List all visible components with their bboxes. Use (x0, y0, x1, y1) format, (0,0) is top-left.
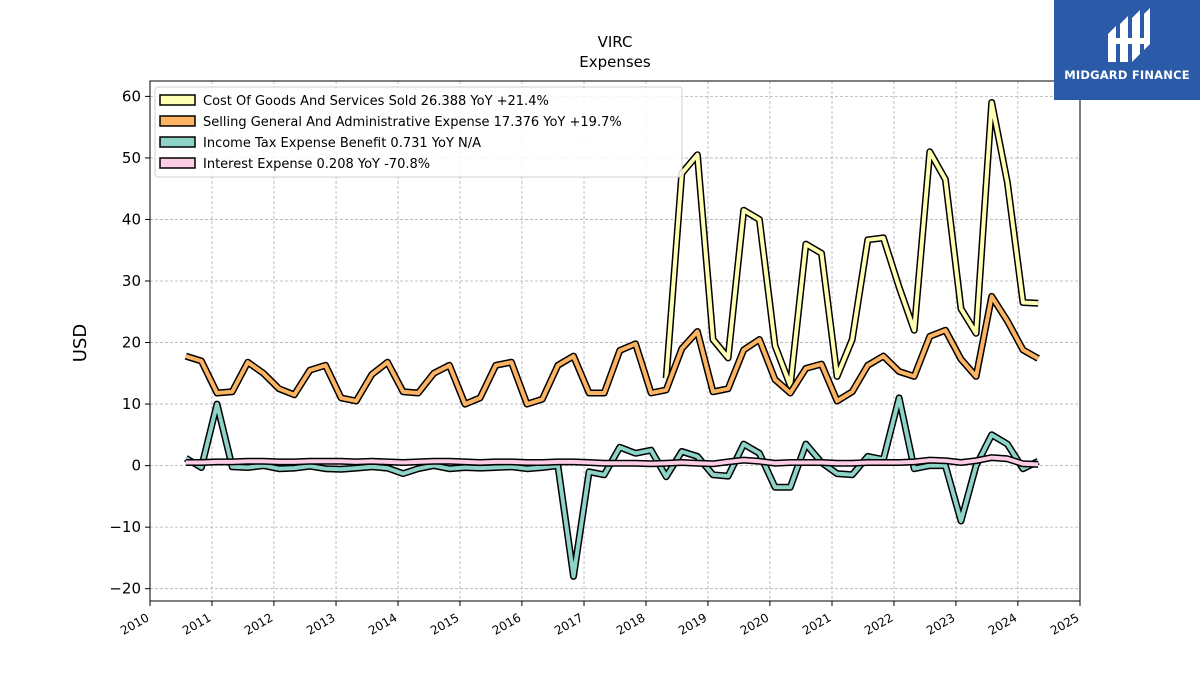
y-tick-label: 20 (122, 334, 141, 352)
legend-label: Interest Expense 0.208 YoY -70.8% (203, 157, 430, 172)
series-line (184, 395, 1040, 579)
series-layer (184, 99, 1040, 580)
y-tick-label: −10 (109, 518, 141, 536)
legend-label: Cost Of Goods And Services Sold 26.388 Y… (203, 94, 549, 109)
series-line (664, 100, 1039, 388)
series-line (185, 455, 1039, 467)
x-tick-label: 2022 (862, 610, 895, 637)
legend-label: Income Tax Expense Benefit 0.731 YoY N/A (203, 136, 481, 151)
y-axis: −20 −10 0 10 20 30 40 50 60 (109, 87, 150, 598)
legend-box (154, 86, 683, 178)
plot-frame (149, 80, 1081, 602)
x-axis: 2010 2011 2012 2013 2014 2015 2016 2017 2018 2019… (118, 601, 1082, 638)
brand-logo: MIDGARD FINANCE (1054, 0, 1200, 100)
x-tick-label: 2012 (242, 610, 275, 637)
series-0 (662, 99, 1039, 390)
y-tick-label: 30 (122, 272, 141, 290)
series-line-outline (184, 394, 1040, 580)
legend-swatch (159, 157, 196, 169)
brand-name: MIDGARD FINANCE (1064, 68, 1190, 82)
legend-swatch (159, 136, 196, 148)
y-tick-label: −20 (109, 580, 141, 598)
x-tick-label: 2015 (428, 610, 461, 637)
legend-swatch (159, 115, 196, 127)
y-tick-label: 50 (122, 149, 141, 167)
chart-title: VIRC (598, 33, 633, 51)
x-tick-label: 2014 (366, 610, 399, 637)
y-tick-label: 60 (122, 87, 141, 105)
logo-mark-icon (1108, 8, 1150, 62)
x-tick-label: 2016 (490, 610, 523, 637)
legend-label: Selling General And Administrative Expen… (203, 115, 622, 130)
x-tick-label: 2011 (180, 610, 213, 637)
y-tick-label: 40 (122, 210, 141, 228)
x-tick-label: 2021 (800, 610, 833, 637)
x-tick-label: 2018 (614, 610, 647, 637)
y-axis-label: USD (70, 324, 91, 362)
y-tick-label: 10 (122, 395, 141, 413)
series-3 (185, 454, 1039, 468)
x-tick-label: 2019 (676, 610, 709, 637)
x-tick-label: 2017 (552, 610, 585, 637)
x-tick-label: 2025 (1048, 610, 1081, 637)
legend-swatch (159, 94, 196, 106)
y-tick-label: 0 (131, 457, 141, 475)
x-tick-label: 2023 (924, 610, 957, 637)
series-2 (184, 394, 1040, 580)
x-tick-label: 2010 (118, 610, 151, 637)
series-line (185, 294, 1040, 407)
legend: Cost Of Goods And Services Sold 26.388 Y… (154, 86, 683, 178)
chart-subtitle: Expenses (579, 53, 651, 71)
x-tick-label: 2020 (738, 610, 771, 637)
series-1 (184, 292, 1040, 408)
x-tick-label: 2024 (986, 610, 1019, 637)
x-tick-label: 2013 (304, 610, 337, 637)
